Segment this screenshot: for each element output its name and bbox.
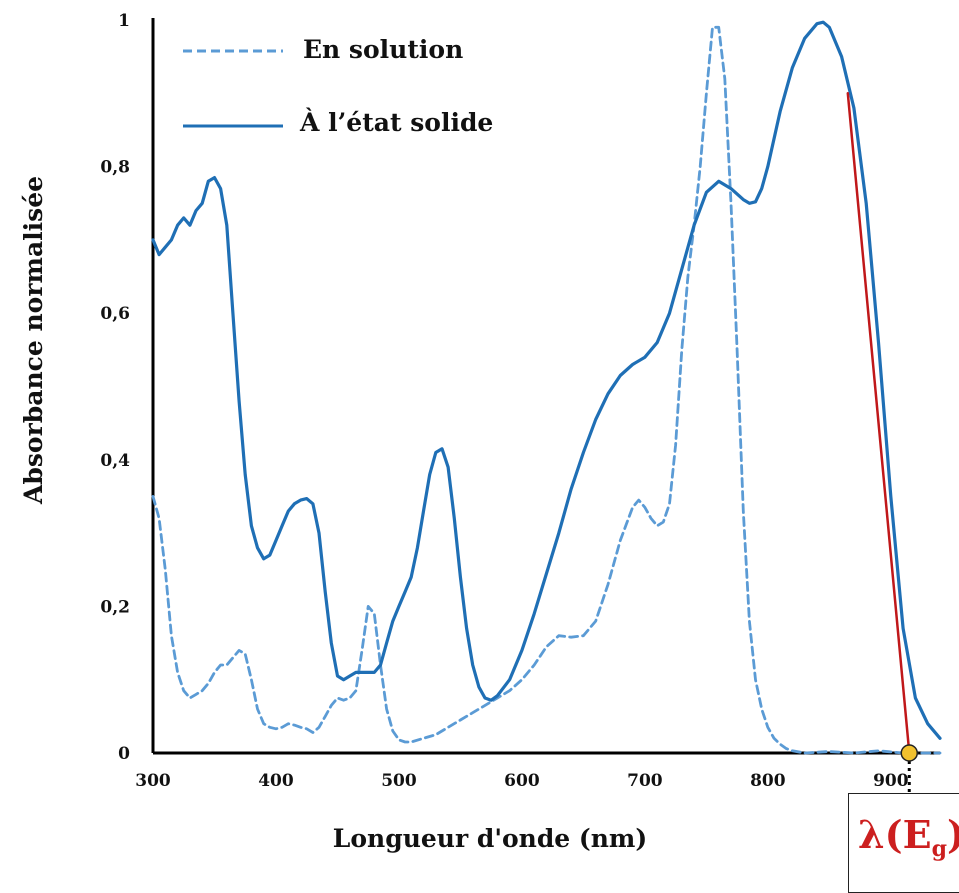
x-tick-label: 600: [504, 771, 540, 791]
x-tick-label: 700: [627, 771, 663, 791]
series-line-solution: [151, 25, 942, 755]
series-group: [151, 20, 942, 755]
legend-label-solution: En solution: [303, 35, 463, 64]
y-tick-label: 0,4: [100, 451, 130, 471]
x-axis-title: Longueur d'onde (nm): [333, 824, 647, 853]
lambda-eg-subscript: g: [931, 836, 947, 862]
legend: En solution À l’état solide: [183, 35, 493, 137]
x-tick-label: 800: [750, 771, 786, 791]
markers-group: [900, 744, 919, 795]
lambda-eg-label: λ(Eg): [858, 812, 959, 862]
x-tick-label: 400: [258, 771, 294, 791]
absorbance-chart: 0 0,2 0,4 0,6 0,8 1 300 400 500 600 700 800 900 Lon…: [19, 11, 942, 853]
x-tick-label: 900: [873, 771, 909, 791]
x-tick-label: 500: [381, 771, 417, 791]
x-tick-labels: 300 400 500 600 700 800 900: [135, 771, 908, 791]
y-axis-title: Absorbance normalisée: [19, 176, 48, 505]
lambda-eg-close: ): [947, 812, 959, 857]
axes: [151, 18, 940, 755]
y-tick-label: 0: [118, 744, 130, 764]
tangent-line: [846, 92, 911, 755]
eg-intercept-marker: [900, 744, 919, 762]
y-tick-label: 1: [118, 11, 130, 31]
x-tick-label: 300: [135, 771, 171, 791]
y-tick-label: 0,6: [100, 304, 130, 324]
lambda-eg-main: λ(E: [858, 812, 932, 857]
y-tick-label: 0,2: [100, 597, 130, 617]
series-line-solid: [151, 20, 942, 740]
legend-label-solid: À l’état solide: [299, 108, 493, 137]
y-tick-label: 0,8: [100, 158, 130, 178]
y-tick-labels: 0 0,2 0,4 0,6 0,8 1: [100, 11, 130, 764]
